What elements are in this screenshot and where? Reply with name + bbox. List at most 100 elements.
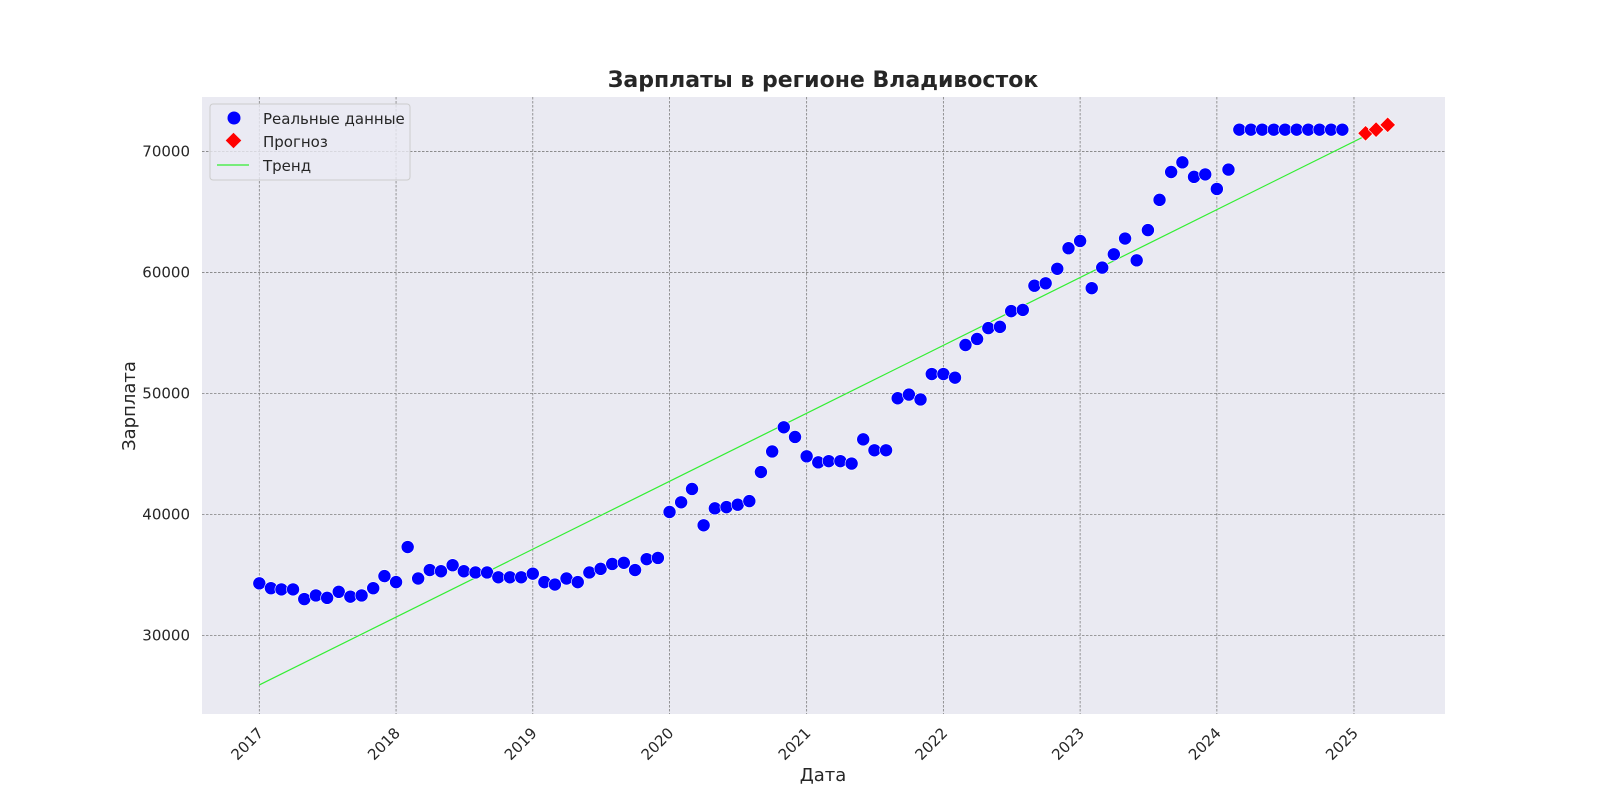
x-tick-label: 2023	[1048, 724, 1088, 764]
actual-point	[1187, 170, 1201, 184]
actual-point	[366, 581, 381, 595]
y-axis-ticks: 30000 40000 50000 60000 70000	[142, 142, 190, 644]
x-tick-label: 2018	[364, 724, 404, 764]
actual-point	[628, 563, 642, 577]
trend-layer	[259, 124, 1388, 686]
actual-point	[1061, 241, 1076, 256]
x-axis-label: Дата	[800, 765, 847, 786]
forecast-point	[1379, 116, 1396, 134]
x-axis-ticks: 2017 2018 2019 2020 2021 2022 2023 2024 2025	[227, 724, 1361, 764]
actual-point	[902, 387, 916, 402]
actual-point	[674, 495, 688, 510]
trend-line	[259, 124, 1388, 686]
forecast-point	[1367, 121, 1385, 138]
legend-marker-actual	[227, 111, 241, 125]
actual-point	[1050, 261, 1065, 276]
actual-point	[879, 443, 893, 458]
actual-point	[662, 505, 677, 519]
actual-point	[468, 565, 483, 580]
actual-point	[1312, 122, 1327, 137]
x-tick-label: 2022	[911, 724, 951, 764]
actual-point	[593, 562, 608, 576]
actual-point	[297, 592, 312, 606]
y-tick-label: 30000	[142, 626, 190, 644]
actual-point	[788, 430, 802, 444]
actual-point	[685, 482, 699, 496]
actual-point	[1118, 231, 1132, 246]
legend-label-actual: Реальные данные	[263, 110, 405, 128]
actual-point	[445, 558, 460, 572]
actual-point	[1335, 122, 1350, 137]
actual-point	[821, 454, 836, 468]
actual-point	[1129, 253, 1144, 268]
actual-point	[730, 497, 745, 512]
actual-point	[411, 571, 425, 586]
x-tick-label: 2021	[775, 724, 815, 764]
grid-lines	[202, 97, 1445, 714]
actual-point	[799, 449, 814, 464]
actual-point	[833, 454, 848, 468]
legend-label-forecast: Прогноз	[263, 133, 328, 151]
actual-point	[309, 588, 323, 603]
actual-point	[1027, 278, 1042, 293]
x-tick-label: 2024	[1185, 724, 1225, 764]
actual-point	[274, 582, 289, 597]
actual-point	[1175, 155, 1190, 170]
actual-point	[1198, 167, 1213, 182]
actual-point	[765, 444, 779, 459]
actual-point	[377, 569, 392, 583]
actual-point	[1004, 304, 1018, 318]
actual-point	[1278, 122, 1292, 137]
actual-point	[1015, 303, 1030, 317]
actual-point	[457, 564, 471, 579]
chart-title: Зарплаты в регионе Владивосток	[608, 68, 1039, 93]
y-tick-label: 70000	[142, 142, 190, 160]
x-tick-label: 2019	[501, 724, 541, 764]
y-tick-label: 60000	[142, 263, 190, 281]
actual-point	[844, 456, 859, 471]
x-tick-label: 2017	[227, 724, 267, 764]
actual-point	[776, 420, 791, 435]
actual-point	[389, 575, 403, 589]
actual-point	[617, 555, 631, 570]
actual-point	[1038, 276, 1053, 291]
actual-point	[354, 588, 369, 603]
actual-point	[548, 577, 562, 592]
actual-point	[993, 320, 1007, 334]
actual-point	[1164, 165, 1178, 179]
actual-point	[1221, 162, 1236, 177]
y-tick-label: 50000	[142, 384, 190, 402]
x-tick-label: 2020	[638, 724, 678, 764]
actual-point	[924, 367, 939, 381]
actual-point	[719, 500, 734, 514]
actual-point	[970, 332, 984, 346]
actual-point	[400, 540, 415, 554]
actual-point	[981, 321, 996, 335]
actual-point	[1073, 234, 1087, 248]
actual-point	[1289, 122, 1304, 137]
actual-point	[867, 443, 882, 458]
forecast-points	[1357, 116, 1396, 142]
actual-point	[1107, 247, 1121, 262]
actual-point	[491, 570, 506, 585]
actual-point	[936, 367, 951, 381]
actual-point	[1255, 122, 1269, 137]
legend: Реальные данные Прогноз Тренд	[209, 103, 411, 181]
actual-point	[570, 575, 585, 589]
actual-point	[1141, 223, 1155, 237]
legend-marker-forecast	[225, 132, 242, 149]
actual-point	[651, 551, 665, 565]
actual-point	[948, 370, 962, 385]
legend-label-trend: Тренд	[262, 157, 311, 175]
actual-point	[252, 576, 267, 591]
actual-point	[525, 566, 540, 581]
actual-point	[913, 392, 928, 407]
actual-point	[1095, 260, 1110, 275]
actual-point	[286, 582, 300, 597]
y-tick-label: 40000	[142, 505, 190, 523]
actual-point	[605, 557, 620, 571]
actual-point	[696, 518, 711, 533]
actual-points	[252, 122, 1350, 606]
actual-point	[1084, 281, 1099, 295]
